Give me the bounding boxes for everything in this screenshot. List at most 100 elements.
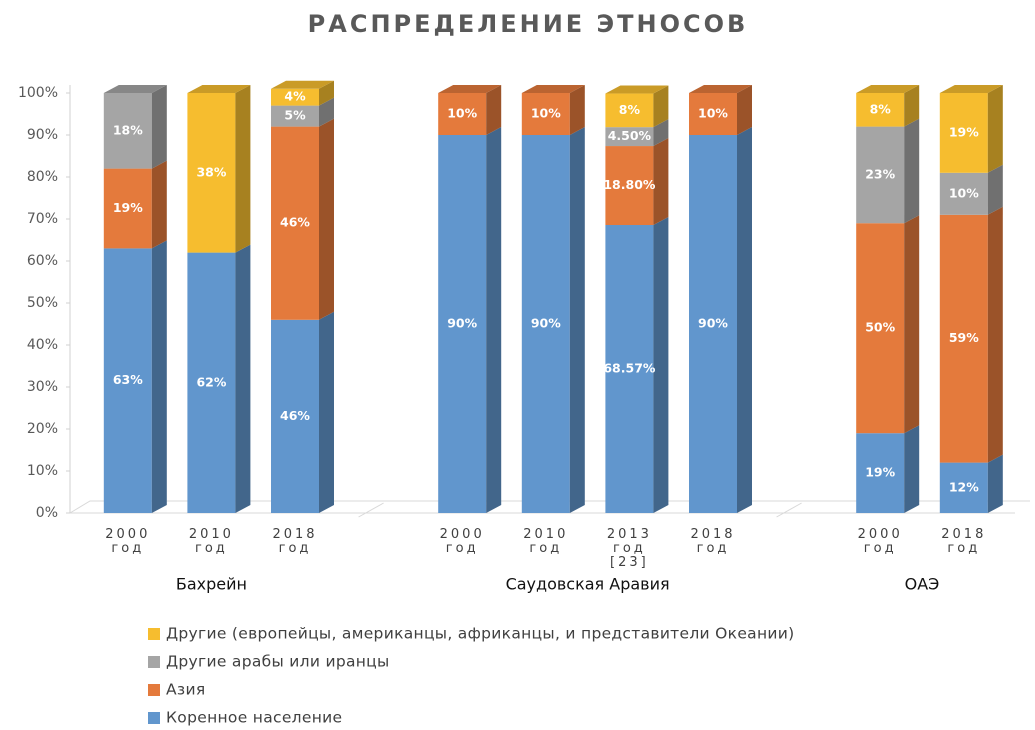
bar-side <box>904 85 920 127</box>
bar-front <box>605 146 654 226</box>
bar-top <box>438 85 502 93</box>
data-label: 8% <box>619 102 641 117</box>
bar-front <box>605 93 654 128</box>
bar-side <box>904 215 920 434</box>
bar-segment <box>939 164 1003 215</box>
bar-side <box>319 311 334 513</box>
bar-front <box>271 105 319 127</box>
y-tick-label: 0% <box>36 505 58 521</box>
x-tick-label: 2018 год <box>690 527 735 556</box>
bar-segment <box>689 127 752 513</box>
bar-top <box>103 85 167 93</box>
group-label: ОАЭ <box>905 575 940 594</box>
bar-side <box>737 85 752 135</box>
data-label: 38% <box>196 164 226 179</box>
data-label: 59% <box>949 330 979 345</box>
bar-side <box>235 85 251 253</box>
legend-swatch <box>148 712 160 724</box>
bar-side <box>486 85 502 135</box>
data-label: 4% <box>284 89 306 104</box>
y-tick-label: 20% <box>27 421 58 437</box>
bar-top <box>271 80 334 89</box>
bar-front <box>103 168 152 249</box>
data-label: 5% <box>284 108 306 123</box>
data-label: 19% <box>113 200 143 215</box>
data-label: 10% <box>698 106 728 121</box>
bar-segment <box>856 425 920 513</box>
bar-front <box>605 127 654 147</box>
data-label: 10% <box>949 185 979 200</box>
bar-front <box>271 126 319 320</box>
bar-side <box>904 118 920 224</box>
bar-front <box>521 135 570 513</box>
bar-segment <box>939 206 1003 463</box>
bar-segment <box>521 85 585 135</box>
bar-side <box>653 217 669 514</box>
y-tick-label: 50% <box>27 295 58 311</box>
bar-side <box>486 127 502 513</box>
bar-front <box>856 126 905 224</box>
y-tick-label: 100% <box>18 85 58 101</box>
bar-front <box>689 135 737 513</box>
bar-side <box>151 85 167 169</box>
x-tick-label: 2000 год <box>440 527 485 556</box>
bar-front <box>939 214 988 463</box>
bar-front <box>103 248 152 513</box>
bar-front <box>438 93 487 135</box>
bar-segment <box>438 85 502 135</box>
bar-segment <box>271 97 334 127</box>
x-tick-label: 2018 год <box>272 527 317 556</box>
bar-front <box>271 319 319 513</box>
data-label: 4.50% <box>608 128 652 143</box>
x-tick-label: 2010 год <box>523 527 568 556</box>
bar-segment <box>103 85 167 169</box>
bar-segment <box>271 311 334 513</box>
data-label: 12% <box>949 479 979 494</box>
bar-front <box>103 93 152 169</box>
bar-front <box>939 172 988 215</box>
bar-segment <box>939 85 1003 173</box>
chart-title: РАСПРЕДЕЛЕНИЕ ЭТНОСОВ <box>308 10 749 38</box>
data-label: 23% <box>865 166 895 181</box>
bar-side <box>737 127 752 513</box>
x-tick-label: 2000 год <box>858 527 903 556</box>
bar-front <box>521 93 570 135</box>
data-label: 68.57% <box>603 361 656 376</box>
data-label: 19% <box>949 124 979 139</box>
legend-label: Азия <box>166 681 205 699</box>
bar-segment <box>103 160 167 249</box>
y-tick-label: 30% <box>27 379 58 395</box>
data-label: 50% <box>865 320 895 335</box>
bar-side <box>235 244 251 513</box>
group-separator <box>776 502 802 518</box>
bar-segment <box>271 118 334 320</box>
bar-side <box>987 85 1003 173</box>
bar-segment <box>605 217 669 514</box>
bar-top <box>605 85 669 94</box>
bar-segment <box>187 85 251 253</box>
bar-front <box>856 93 905 127</box>
data-label: 90% <box>698 316 728 331</box>
legend-swatch <box>148 656 160 668</box>
bar-segment <box>689 85 752 135</box>
bar-side <box>151 240 167 513</box>
bar-segment <box>103 240 167 513</box>
legend-label: Другие арабы или иранцы <box>166 653 390 671</box>
bar-side <box>319 118 334 320</box>
bar-front <box>438 135 487 513</box>
bar-top <box>187 85 251 93</box>
data-label: 8% <box>870 101 892 116</box>
bar-top <box>521 85 585 93</box>
bar-front <box>605 225 654 514</box>
bar-top <box>689 85 752 93</box>
data-label: 10% <box>447 106 477 121</box>
data-label: 90% <box>531 316 561 331</box>
bar-front <box>939 462 988 513</box>
group-label: Саудовская Аравия <box>506 575 670 594</box>
bar-front <box>856 433 905 513</box>
bar-side <box>987 164 1003 215</box>
bar-side <box>904 425 920 513</box>
data-label: 10% <box>531 106 561 121</box>
y-tick-label: 40% <box>27 337 58 353</box>
